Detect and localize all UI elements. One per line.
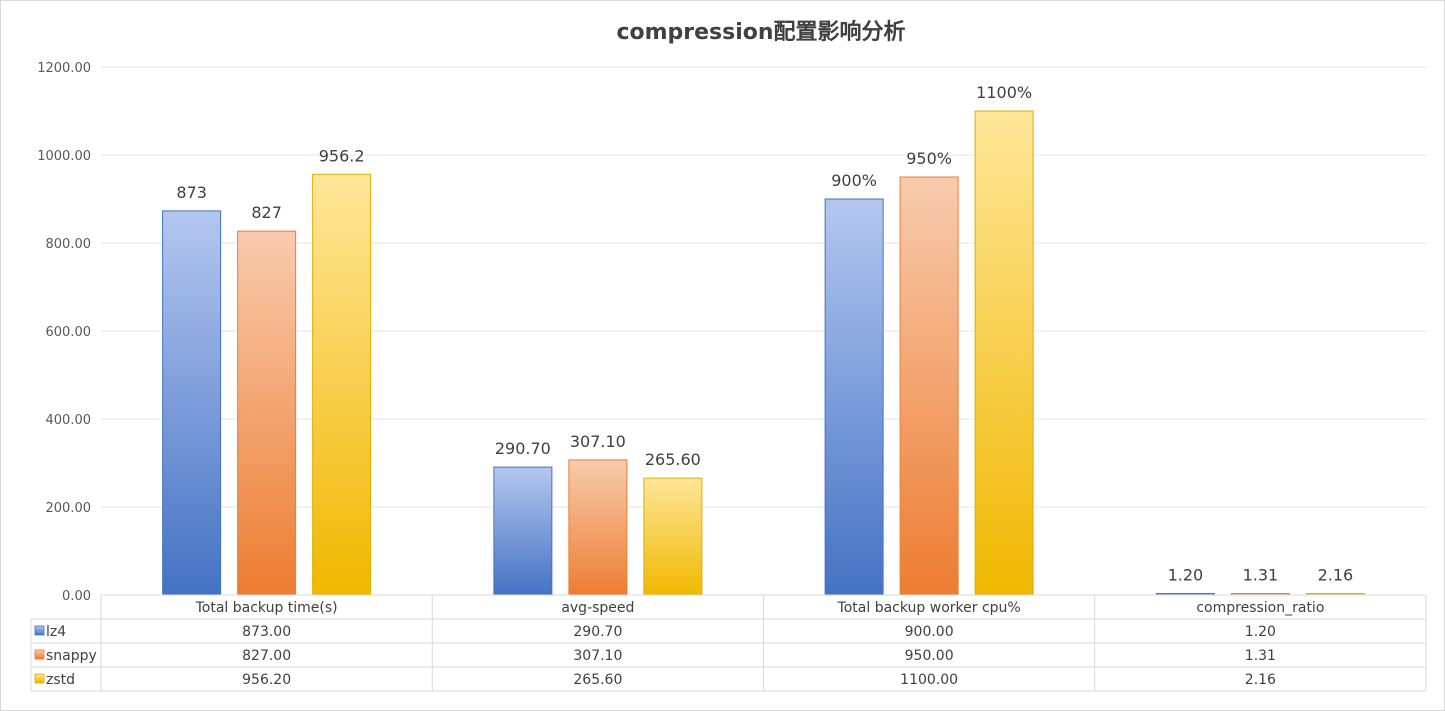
bar-zstd-1: [643, 477, 703, 596]
table-cell: 265.60: [573, 672, 622, 688]
data-label: 307.10: [570, 432, 626, 451]
table-cell: 2.16: [1245, 672, 1276, 688]
y-tick-label: 200.00: [46, 501, 92, 516]
bar-snappy-0: [237, 230, 297, 596]
bar-lz4-2: [824, 198, 884, 596]
legend-key-zstd: [34, 673, 45, 684]
legend-key-lz4: [34, 625, 45, 636]
data-label: 2.16: [1318, 566, 1354, 585]
data-label: 956.2: [319, 146, 365, 165]
data-label: 900%: [831, 171, 877, 190]
x-category-label: compression_ratio: [1196, 600, 1324, 616]
bar-zstd-2: [974, 110, 1034, 596]
data-label: 950%: [906, 149, 952, 168]
data-label: 290.70: [495, 439, 551, 458]
legend-key-snappy: [34, 649, 45, 660]
y-tick-label: 1200.00: [37, 61, 91, 76]
bar-lz4-1: [493, 466, 553, 596]
table-cell: 950.00: [905, 648, 954, 664]
y-tick-label: 1000.00: [37, 149, 91, 164]
chart-title: compression配置影响分析: [616, 19, 905, 45]
table-cell: 1100.00: [900, 672, 958, 688]
x-category-label: avg-speed: [561, 600, 634, 616]
y-tick-label: 800.00: [46, 237, 92, 252]
table-cell: 1.20: [1245, 624, 1276, 640]
data-label: 873: [176, 183, 207, 202]
table-cell: 827.00: [242, 648, 291, 664]
table-cell: 956.20: [242, 672, 291, 688]
data-label: 1.20: [1168, 566, 1204, 585]
data-label: 1100%: [976, 83, 1032, 102]
bar-zstd-0: [312, 173, 372, 596]
table-cell: 290.70: [573, 624, 622, 640]
table-cell: 873.00: [242, 624, 291, 640]
table-cell: 900.00: [905, 624, 954, 640]
data-label: 827: [251, 203, 282, 222]
table-cell: 1.31: [1245, 648, 1276, 664]
y-tick-label: 400.00: [46, 413, 92, 428]
legend-label: zstd: [46, 672, 75, 688]
y-tick-label: 600.00: [46, 325, 92, 340]
x-category-label: Total backup time(s): [195, 600, 338, 616]
bar-snappy-2: [899, 176, 959, 596]
y-tick-label: 0.00: [62, 589, 91, 604]
bar-lz4-0: [162, 210, 222, 596]
table-cell: 307.10: [573, 648, 622, 664]
legend-label: lz4: [46, 624, 66, 640]
data-label: 1.31: [1243, 566, 1279, 585]
x-category-label: Total backup worker cpu%: [837, 600, 1021, 616]
data-label: 265.60: [645, 450, 701, 469]
legend-label: snappy: [46, 648, 97, 664]
bar-snappy-1: [568, 459, 628, 596]
